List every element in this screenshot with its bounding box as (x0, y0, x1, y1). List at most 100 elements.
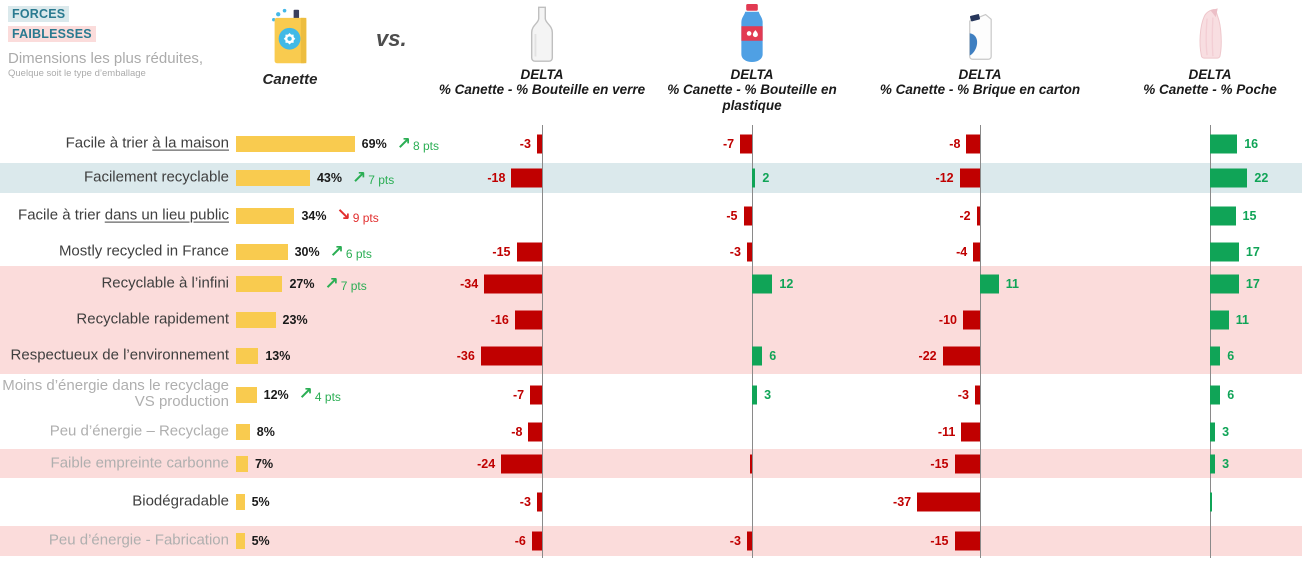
trend-up-annotation: ↗ 8 pts (396, 133, 439, 154)
delta-value-plastique: -5 (726, 208, 738, 223)
canette-bar (236, 533, 245, 549)
dimension-row: Moins d’énergie dans le recyclage VS pro… (0, 374, 1302, 415)
delta-bar-poche (1210, 242, 1239, 262)
delta-value-poche: 3 (1222, 425, 1230, 439)
canette-value: 34% (301, 208, 327, 223)
canette-bar-group: 13% (236, 338, 290, 374)
dimension-label: Peu d’énergie - Fabrication (48, 531, 229, 549)
canette-bar (236, 348, 259, 364)
delta-value-poche: 22 (1254, 171, 1269, 185)
delta-bar-plastique (746, 531, 752, 551)
delta-bar-poche (1210, 385, 1221, 404)
delta-bar-poche (1210, 310, 1229, 330)
legend-subnote: Quelque soit le type d’emballage (8, 68, 146, 79)
delta-value-plastique: 2 (762, 171, 770, 185)
canette-bar (236, 207, 295, 224)
delta-bar-plastique (752, 274, 773, 294)
rows: Facile à trier à la maison 69% ↗ 8 pts -3 -7-… (0, 125, 1302, 556)
delta-value-verre: -36 (456, 349, 475, 363)
column-header-carton: DELTA% Canette - % Brique en carton (865, 1, 1095, 98)
column-title: DELTA (958, 67, 1002, 82)
delta-value-carton: -15 (930, 534, 949, 548)
legend-note: Dimensions les plus réduites, (8, 50, 204, 67)
delta-value-carton: -15 (930, 456, 949, 471)
trend-label: 4 pts (314, 389, 341, 404)
canette-value: 13% (265, 349, 291, 363)
delta-bar-carton (966, 134, 980, 154)
delta-value-verre: -18 (487, 171, 506, 185)
delta-bar-verre (528, 422, 542, 442)
delta-value-plastique: -3 (729, 534, 741, 548)
zero-axis-line-poche (1210, 125, 1211, 558)
canette-bar (236, 276, 283, 292)
vs-label: vs. (376, 26, 407, 51)
canette-value: 27% (289, 277, 315, 291)
delta-value-verre: -15 (492, 245, 511, 259)
delta-bar-carton (974, 385, 980, 404)
dimension-label: Peu d’énergie – Recyclage (49, 422, 229, 440)
delta-value-verre: -6 (514, 534, 526, 548)
dimension-row: Facilement recyclable 43% ↗ 7 pts -18 2 -12 22 (0, 163, 1302, 193)
delta-bar-verre (531, 531, 542, 551)
delta-value-plastique: 3 (764, 387, 772, 402)
delta-bar-verre (514, 310, 542, 330)
trend-label: 7 pts (368, 173, 395, 187)
delta-value-carton: -12 (935, 171, 954, 185)
zero-axis-line-carton (980, 125, 981, 558)
column-subtitle: % Canette - % Bouteille en verre (438, 82, 646, 97)
delta-value-carton: -37 (893, 495, 912, 509)
legend: FORCES FAIBLESSES Dimensions les plus ré… (8, 5, 203, 79)
column-header-poche: DELTA% Canette - % Poche (1095, 1, 1302, 98)
delta-value-carton: -4 (956, 245, 968, 259)
column-title: DELTA (730, 67, 774, 82)
canette-bar-group: 5% (236, 526, 270, 556)
delta-value-verre: -34 (460, 277, 479, 291)
canette-column-header: Canette (231, 3, 349, 88)
delta-bar-poche (1210, 492, 1212, 512)
canette-value: 5% (251, 534, 270, 548)
dimension-label: Moins d’énergie dans le recyclage VS pro… (2, 376, 229, 411)
canette-bar-group: 23% (236, 302, 308, 338)
delta-value-poche: 3 (1222, 456, 1230, 471)
delta-bar-plastique (740, 134, 752, 154)
column-header-verre: DELTA% Canette - % Bouteille en verre (427, 1, 657, 98)
arrow-up-icon: ↗ (298, 384, 313, 404)
trend-label: 8 pts (412, 139, 439, 153)
canette-value: 8% (256, 425, 275, 439)
dimension-label: Recyclable à l’infini (101, 274, 229, 292)
faiblesses-label: FAIBLESSES (8, 26, 96, 42)
dimension-label: Biodégradable (132, 492, 229, 510)
delta-bar-plastique (752, 168, 756, 188)
delta-value-carton: -3 (957, 387, 969, 402)
canette-bar (236, 244, 288, 260)
zero-axis-line-verre (542, 125, 543, 558)
delta-bar-verre (536, 492, 542, 512)
delta-bar-poche (1210, 134, 1238, 154)
delta-value-poche: 6 (1227, 349, 1235, 363)
delta-value-poche: 6 (1227, 387, 1235, 402)
delta-value-poche: 15 (1242, 208, 1257, 223)
delta-bar-carton (917, 492, 980, 512)
dimension-label: Mostly recycled in France (58, 242, 229, 260)
arrow-up-icon: ↗ (396, 133, 411, 154)
delta-bar-carton (973, 242, 980, 262)
dimension-row: Peu d’énergie - Fabrication 5% -6 -3 -15 (0, 526, 1302, 556)
canette-value: 43% (316, 171, 342, 185)
canette-value: 5% (251, 495, 270, 509)
dimension-label: Facilement recyclable (83, 168, 229, 186)
trend-label: 7 pts (340, 279, 367, 293)
delta-bar-poche (1210, 422, 1216, 442)
canette-bar (236, 170, 310, 186)
zero-axis-line-plastique (752, 125, 753, 558)
trend-label: 6 pts (345, 247, 372, 261)
canette-bar-group: 27% ↗ 7 pts (236, 266, 367, 302)
dimension-label: Faible empreinte carbonne (50, 454, 229, 472)
delta-bar-carton (954, 531, 980, 551)
dimension-row: Respectueux de l’environnement 13% -36 6 -22… (0, 338, 1302, 374)
canette-value: 12% (263, 387, 289, 402)
delta-bar-carton (961, 422, 980, 442)
trend-label: 9 pts (352, 210, 379, 225)
dimension-row: Faible empreinte carbonne 7% -24 -15 3 (0, 449, 1302, 478)
delta-value-poche: 16 (1244, 137, 1259, 151)
